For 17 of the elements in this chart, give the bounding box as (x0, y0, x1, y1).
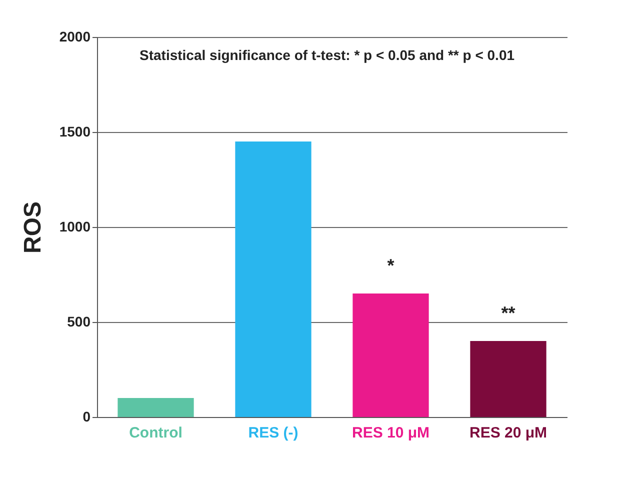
bar (470, 341, 546, 417)
y-tick-label: 500 (67, 314, 91, 330)
annotation: Statistical significance of t-test: * p < 0.05 and ** p < 0.01 (139, 47, 515, 63)
x-tick-label: RES 20 μM (469, 424, 548, 442)
annotation: * (387, 256, 394, 276)
x-tick-label: Control (129, 424, 182, 442)
bar (118, 398, 194, 417)
y-tick-label: 1500 (59, 124, 91, 140)
y-tick-label: 1000 (59, 218, 91, 234)
y-axis-title: ROS (19, 201, 46, 254)
y-tick-label: 0 (82, 408, 91, 424)
bar (235, 142, 312, 417)
x-tick-label: RES (-) (248, 424, 298, 442)
annotation: ** (501, 303, 516, 323)
y-tick-label: 2000 (59, 28, 91, 44)
x-tick-label: RES 10 μM (352, 424, 430, 442)
bar (352, 294, 429, 417)
